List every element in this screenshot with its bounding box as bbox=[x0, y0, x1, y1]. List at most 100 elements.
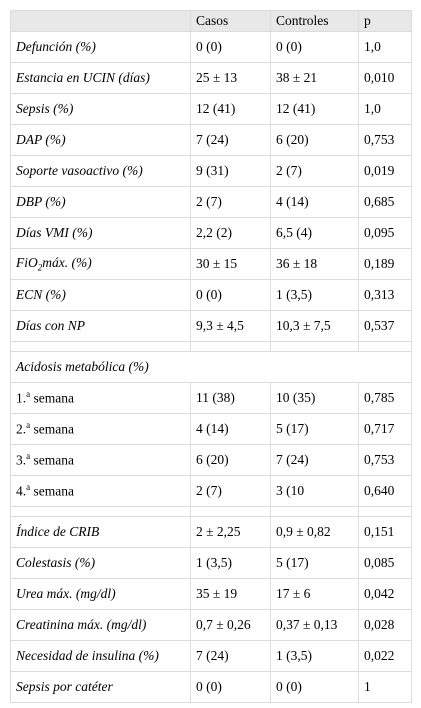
value-cell: 6 (20) bbox=[270, 124, 359, 156]
row-label: 2.a semana bbox=[10, 413, 191, 445]
row-label: Estancia en UCIN (días) bbox=[10, 62, 191, 94]
spacer-cell bbox=[10, 341, 191, 352]
row-label: 4.a semana bbox=[10, 475, 191, 507]
value-cell: 0 (0) bbox=[190, 31, 271, 63]
results-table: Casos Controles p Defunción (%) 0 (0) 0 (0… bbox=[10, 10, 412, 703]
value-cell: 2 (7) bbox=[190, 186, 271, 218]
value-cell: 9 (31) bbox=[190, 155, 271, 187]
table-row: Defunción (%) 0 (0) 0 (0) 1,0 bbox=[10, 31, 412, 63]
table-row: 4.a semana 2 (7) 3 (10 0,640 bbox=[10, 475, 412, 507]
value-cell: 0,753 bbox=[358, 124, 412, 156]
table-row: 3.a semana 6 (20) 7 (24) 0,753 bbox=[10, 444, 412, 476]
label-part: a bbox=[26, 389, 31, 400]
table-row: Días VMI (%) 2,2 (2) 6,5 (4) 0,095 bbox=[10, 217, 412, 249]
row-label: Sepsis por catéter bbox=[10, 671, 191, 703]
table-row: Urea máx. (mg/dl) 35 ± 19 17 ± 6 0,042 bbox=[10, 578, 412, 610]
value-cell: 6 (20) bbox=[190, 444, 271, 476]
label-part: 4. bbox=[16, 483, 27, 499]
label-part: máx. (%) bbox=[42, 255, 92, 271]
table-row: FiO2máx. (%) 30 ± 15 36 ± 18 0,189 bbox=[10, 248, 412, 280]
row-label: Colestasis (%) bbox=[10, 547, 191, 579]
spacer-cell bbox=[190, 341, 271, 352]
header-cell: p bbox=[358, 10, 412, 32]
table-header: Casos Controles p bbox=[10, 10, 412, 32]
value-cell: 0,019 bbox=[358, 155, 412, 187]
value-cell: 1 (3,5) bbox=[270, 640, 359, 672]
table-row: 1.a semana 11 (38) 10 (35) 0,785 bbox=[10, 382, 412, 414]
label-part: a bbox=[26, 420, 31, 431]
table-row: DBP (%) 2 (7) 4 (14) 0,685 bbox=[10, 186, 412, 218]
value-cell: 7 (24) bbox=[190, 124, 271, 156]
label-part: semana bbox=[30, 421, 74, 437]
spacer-cell bbox=[270, 506, 359, 517]
label-part: 1. bbox=[16, 390, 27, 406]
spacer-row bbox=[10, 341, 412, 352]
table-row: 2.a semana 4 (14) 5 (17) 0,717 bbox=[10, 413, 412, 445]
value-cell: 0 (0) bbox=[270, 31, 359, 63]
row-label: Soporte vasoactivo (%) bbox=[10, 155, 191, 187]
row-label: FiO2máx. (%) bbox=[10, 248, 191, 280]
value-cell: 0,753 bbox=[358, 444, 412, 476]
value-cell: 0,9 ± 0,82 bbox=[270, 516, 359, 548]
header-row: Casos Controles p bbox=[10, 10, 412, 32]
value-cell: 2 ± 2,25 bbox=[190, 516, 271, 548]
table-row: ECN (%) 0 (0) 1 (3,5) 0,313 bbox=[10, 279, 412, 311]
value-cell: 11 (38) bbox=[190, 382, 271, 414]
value-cell: 0,085 bbox=[358, 547, 412, 579]
value-cell: 5 (17) bbox=[270, 413, 359, 445]
value-cell: 0,537 bbox=[358, 310, 412, 342]
table-row: Creatinina máx. (mg/dl) 0,7 ± 0,26 0,37 ± … bbox=[10, 609, 412, 641]
value-cell: 0,685 bbox=[358, 186, 412, 218]
value-cell: 2 (7) bbox=[270, 155, 359, 187]
value-cell: 0,010 bbox=[358, 62, 412, 94]
value-cell: 12 (41) bbox=[270, 93, 359, 125]
row-label: Defunción (%) bbox=[10, 31, 191, 63]
value-cell: 1 bbox=[358, 671, 412, 703]
row-label: Días con NP bbox=[10, 310, 191, 342]
value-cell: 5 (17) bbox=[270, 547, 359, 579]
value-cell: 0 (0) bbox=[190, 671, 271, 703]
row-label: Sepsis (%) bbox=[10, 93, 191, 125]
value-cell: 10 (35) bbox=[270, 382, 359, 414]
value-cell: 0,313 bbox=[358, 279, 412, 311]
value-cell: 1,0 bbox=[358, 31, 412, 63]
value-cell: 12 (41) bbox=[190, 93, 271, 125]
row-label: Necesidad de insulina (%) bbox=[10, 640, 191, 672]
label-part: FiO bbox=[16, 255, 38, 271]
spacer-cell bbox=[190, 506, 271, 517]
value-cell: 25 ± 13 bbox=[190, 62, 271, 94]
value-cell: 3 (10 bbox=[270, 475, 359, 507]
value-cell: 0 (0) bbox=[270, 671, 359, 703]
value-cell: 0,717 bbox=[358, 413, 412, 445]
label-part: semana bbox=[30, 483, 74, 499]
header-cell: Controles bbox=[270, 10, 359, 32]
value-cell: 0,189 bbox=[358, 248, 412, 280]
label-part: 3. bbox=[16, 452, 27, 468]
value-cell: 6,5 (4) bbox=[270, 217, 359, 249]
value-cell: 0,37 ± 0,13 bbox=[270, 609, 359, 641]
row-label: 3.a semana bbox=[10, 444, 191, 476]
value-cell: 10,3 ± 7,5 bbox=[270, 310, 359, 342]
value-cell: 2 (7) bbox=[190, 475, 271, 507]
row-label: Urea máx. (mg/dl) bbox=[10, 578, 191, 610]
value-cell: 2,2 (2) bbox=[190, 217, 271, 249]
value-cell: 0,028 bbox=[358, 609, 412, 641]
value-cell: 4 (14) bbox=[270, 186, 359, 218]
row-label: 1.a semana bbox=[10, 382, 191, 414]
row-label: Creatinina máx. (mg/dl) bbox=[10, 609, 191, 641]
value-cell: 7 (24) bbox=[270, 444, 359, 476]
spacer-row bbox=[10, 506, 412, 517]
value-cell: 1 (3,5) bbox=[190, 547, 271, 579]
row-label: Índice de CRIB bbox=[10, 516, 191, 548]
table-body: Defunción (%) 0 (0) 0 (0) 1,0 Estancia en UC… bbox=[10, 31, 412, 703]
row-label: Días VMI (%) bbox=[10, 217, 191, 249]
value-cell: 1 (3,5) bbox=[270, 279, 359, 311]
value-cell: 0,7 ± 0,26 bbox=[190, 609, 271, 641]
value-cell: 9,3 ± 4,5 bbox=[190, 310, 271, 342]
value-cell: 0,151 bbox=[358, 516, 412, 548]
value-cell: 30 ± 15 bbox=[190, 248, 271, 280]
value-cell: 0,640 bbox=[358, 475, 412, 507]
value-cell: 0,022 bbox=[358, 640, 412, 672]
table-row: DAP (%) 7 (24) 6 (20) 0,753 bbox=[10, 124, 412, 156]
